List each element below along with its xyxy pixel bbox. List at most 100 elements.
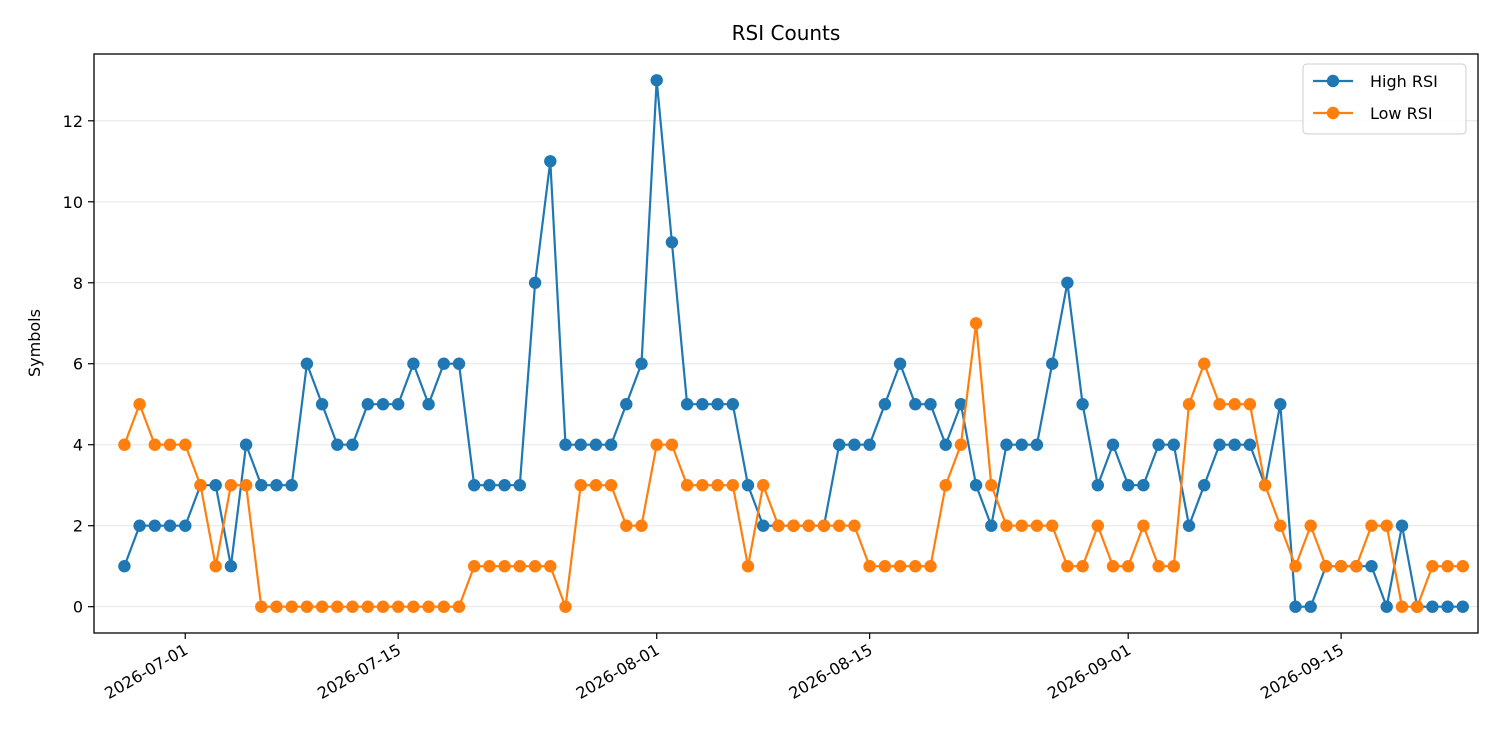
data-point: [118, 560, 131, 573]
data-point: [711, 398, 724, 411]
data-point: [361, 398, 374, 411]
data-point: [696, 398, 709, 411]
data-point: [620, 519, 633, 532]
data-point: [209, 560, 222, 573]
data-point: [194, 479, 207, 492]
data-point: [224, 479, 238, 492]
y-tick-label: 12: [63, 112, 83, 131]
data-point: [544, 155, 557, 168]
data-point: [1380, 600, 1393, 613]
data-point: [1182, 398, 1196, 411]
data-point: [665, 236, 679, 249]
data-point: [1152, 560, 1165, 573]
data-point: [300, 600, 314, 613]
legend-swatch-marker: [1326, 106, 1340, 120]
series-layer: [118, 74, 1470, 613]
data-point: [1106, 560, 1120, 573]
data-point: [224, 560, 238, 573]
data-point: [1061, 276, 1074, 289]
data-point: [1152, 438, 1165, 451]
data-point: [1000, 519, 1013, 532]
data-point: [331, 600, 344, 613]
data-point: [1228, 438, 1241, 451]
plot-frame: [93, 53, 1479, 634]
data-point: [878, 560, 892, 573]
x-axis: 2026-07-01 2026-07-15 2026-08-01 2026-08-15…: [101, 633, 1347, 703]
data-point: [1395, 519, 1409, 532]
data-point: [270, 600, 283, 613]
data-point: [452, 357, 466, 370]
x-tick-label: 2026-09-01: [1044, 640, 1134, 703]
data-point: [422, 398, 435, 411]
data-point: [1274, 398, 1287, 411]
data-point: [650, 74, 663, 87]
data-point: [1289, 560, 1302, 573]
y-tick-label: 6: [73, 355, 83, 374]
data-point: [1411, 600, 1424, 613]
data-point: [1030, 438, 1044, 451]
data-point: [528, 276, 542, 289]
data-point: [620, 398, 633, 411]
data-point: [1076, 560, 1089, 573]
data-point: [1122, 479, 1135, 492]
data-point: [1213, 398, 1226, 411]
data-point: [1046, 519, 1059, 532]
data-point: [437, 600, 450, 613]
data-point: [574, 438, 587, 451]
data-point: [1198, 357, 1211, 370]
data-point: [1015, 519, 1028, 532]
data-point: [239, 479, 253, 492]
data-point: [893, 357, 907, 370]
data-point: [711, 479, 724, 492]
series-line: [123, 322, 1463, 608]
data-point: [909, 560, 922, 573]
data-point: [696, 479, 709, 492]
data-point: [741, 479, 755, 492]
data-point: [483, 479, 496, 492]
data-point: [817, 519, 831, 532]
data-point: [239, 438, 253, 451]
data-point: [969, 317, 983, 330]
data-point: [589, 479, 603, 492]
data-point: [741, 560, 755, 573]
data-point: [163, 519, 177, 532]
data-point: [1030, 519, 1044, 532]
data-point: [118, 438, 131, 451]
data-point: [468, 560, 481, 573]
data-point: [179, 438, 192, 451]
data-point: [939, 479, 952, 492]
data-point: [1213, 438, 1226, 451]
x-tick-label: 2026-08-01: [573, 640, 663, 703]
data-point: [1289, 600, 1302, 613]
data-point: [1167, 438, 1181, 451]
data-point: [1456, 560, 1470, 573]
data-point: [513, 479, 526, 492]
data-point: [163, 438, 177, 451]
data-point: [772, 519, 785, 532]
series-high-rsi: [118, 74, 1470, 613]
data-point: [1137, 519, 1150, 532]
data-point: [392, 398, 405, 411]
data-point: [1091, 519, 1105, 532]
data-point: [422, 600, 435, 613]
data-point: [574, 479, 587, 492]
data-point: [179, 519, 192, 532]
x-tick-label: 2026-07-01: [101, 640, 191, 703]
data-point: [392, 600, 405, 613]
data-point: [1365, 560, 1378, 573]
x-tick-label: 2026-08-15: [786, 640, 876, 703]
data-point: [680, 398, 694, 411]
data-point: [1274, 519, 1287, 532]
data-point: [285, 600, 298, 613]
data-point: [1426, 600, 1439, 613]
data-point: [1015, 438, 1028, 451]
data-point: [544, 560, 557, 573]
data-point: [757, 479, 770, 492]
data-point: [1441, 600, 1454, 613]
data-point: [1319, 560, 1333, 573]
y-tick-label: 8: [73, 274, 83, 293]
data-point: [1091, 479, 1105, 492]
data-point: [604, 438, 618, 451]
series-low-rsi: [118, 317, 1470, 613]
